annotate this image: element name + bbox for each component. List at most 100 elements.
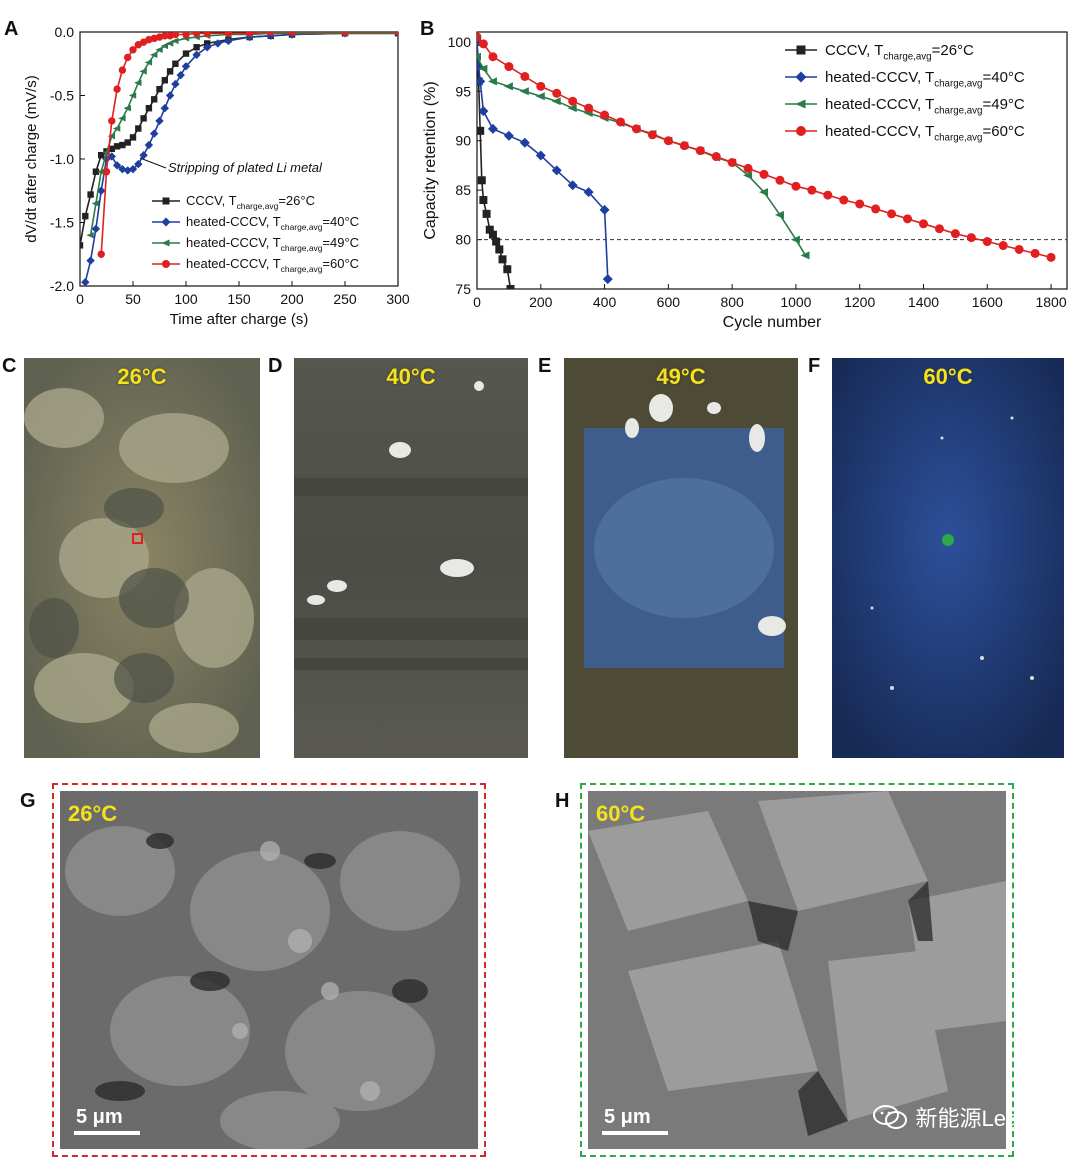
data-point bbox=[119, 141, 126, 149]
scale-bar-label: 5 μm bbox=[76, 1106, 123, 1128]
data-point bbox=[498, 255, 507, 264]
data-point bbox=[161, 32, 169, 40]
x-tick-label: 200 bbox=[529, 294, 553, 310]
data-point bbox=[1014, 244, 1024, 254]
data-point bbox=[193, 44, 200, 51]
photo-49c: 49°C bbox=[564, 358, 798, 758]
annotation-arrow bbox=[139, 157, 167, 169]
data-point bbox=[855, 199, 865, 209]
legend-label: CCCV, Tcharge,avg=26°C bbox=[186, 193, 315, 211]
data-point bbox=[86, 232, 94, 239]
data-point bbox=[135, 125, 142, 132]
data-point bbox=[134, 79, 142, 86]
data-point bbox=[934, 224, 944, 234]
data-point bbox=[488, 52, 498, 62]
data-point bbox=[171, 79, 180, 89]
series-group bbox=[80, 32, 398, 286]
x-tick-label: 1400 bbox=[908, 294, 939, 310]
data-point bbox=[91, 224, 101, 234]
data-point bbox=[181, 62, 191, 71]
data-point bbox=[887, 209, 897, 219]
data-point bbox=[213, 39, 222, 48]
data-point bbox=[155, 46, 163, 53]
data-point bbox=[113, 85, 121, 93]
data-point bbox=[600, 110, 610, 120]
data-point bbox=[129, 134, 137, 141]
data-point bbox=[504, 62, 514, 72]
data-point bbox=[679, 141, 689, 151]
data-point bbox=[568, 96, 578, 106]
data-point bbox=[807, 185, 817, 195]
x-tick-label: 400 bbox=[593, 294, 617, 310]
data-point bbox=[492, 237, 501, 246]
data-point bbox=[482, 209, 491, 218]
data-point bbox=[647, 130, 657, 140]
data-point bbox=[118, 66, 127, 74]
data-point bbox=[479, 196, 488, 205]
data-point bbox=[139, 150, 148, 160]
data-point bbox=[796, 45, 806, 55]
data-point bbox=[134, 159, 143, 169]
data-point bbox=[113, 143, 121, 150]
data-point bbox=[519, 87, 529, 96]
data-point bbox=[631, 124, 641, 134]
data-point bbox=[155, 116, 164, 126]
data-point bbox=[488, 230, 497, 239]
data-point bbox=[950, 229, 960, 239]
data-point bbox=[108, 117, 116, 125]
x-tick-label: 50 bbox=[125, 291, 141, 307]
data-point bbox=[503, 130, 514, 141]
sem-temp-label: 26°C bbox=[68, 801, 118, 826]
data-point bbox=[162, 260, 170, 268]
data-point bbox=[982, 237, 992, 247]
photo-temp-label: 40°C bbox=[386, 364, 436, 389]
data-point bbox=[150, 129, 159, 138]
data-point bbox=[151, 96, 158, 103]
legend-label: heated-CCCV, Tcharge,avg=40°C bbox=[825, 69, 1025, 90]
data-point bbox=[394, 32, 398, 36]
data-point bbox=[567, 180, 578, 191]
data-point bbox=[567, 104, 577, 113]
data-point bbox=[535, 150, 546, 161]
x-axis-label: Time after charge (s) bbox=[170, 311, 309, 328]
x-tick-label: 1800 bbox=[1035, 294, 1066, 310]
data-point bbox=[162, 197, 170, 205]
data-point bbox=[584, 103, 594, 113]
data-point bbox=[129, 46, 137, 54]
data-point bbox=[123, 105, 131, 112]
data-point bbox=[520, 71, 530, 81]
data-point bbox=[192, 32, 201, 37]
data-point bbox=[790, 235, 800, 244]
data-point bbox=[1046, 252, 1056, 262]
data-point bbox=[145, 105, 153, 112]
data-point bbox=[92, 168, 100, 175]
data-point bbox=[663, 136, 673, 146]
photo-60c: 60°C bbox=[832, 358, 1064, 758]
photo-40c: 40°C bbox=[294, 358, 528, 758]
data-point bbox=[602, 274, 613, 285]
sem-temp-label: 60°C bbox=[596, 801, 646, 826]
y-tick-label: -0.5 bbox=[50, 88, 74, 104]
data-point bbox=[551, 165, 562, 176]
data-point bbox=[796, 126, 806, 136]
panel-letter-a: A bbox=[4, 18, 19, 40]
data-point bbox=[903, 214, 913, 224]
data-point bbox=[583, 187, 594, 198]
data-point bbox=[759, 188, 769, 197]
y-axis-label: Capacity retention (%) bbox=[422, 81, 439, 239]
y-tick-label: 100 bbox=[448, 34, 472, 50]
chart-b: 0 200 400 600 800 1000 1200 1400 1600 1800 75 80 85 9… bbox=[422, 31, 1068, 331]
legend-label: heated-CCCV, Tcharge,avg=60°C bbox=[186, 256, 359, 274]
data-point bbox=[82, 212, 89, 220]
data-point bbox=[477, 176, 486, 185]
data-point bbox=[495, 245, 504, 254]
x-tick-label: 300 bbox=[386, 291, 410, 307]
data-point bbox=[144, 140, 154, 150]
sem-image-26c bbox=[60, 791, 478, 1149]
data-point bbox=[156, 85, 163, 93]
data-point bbox=[487, 77, 497, 86]
data-point bbox=[775, 175, 785, 185]
data-point bbox=[918, 219, 928, 229]
series-group bbox=[477, 32, 1056, 289]
data-point bbox=[759, 169, 769, 179]
